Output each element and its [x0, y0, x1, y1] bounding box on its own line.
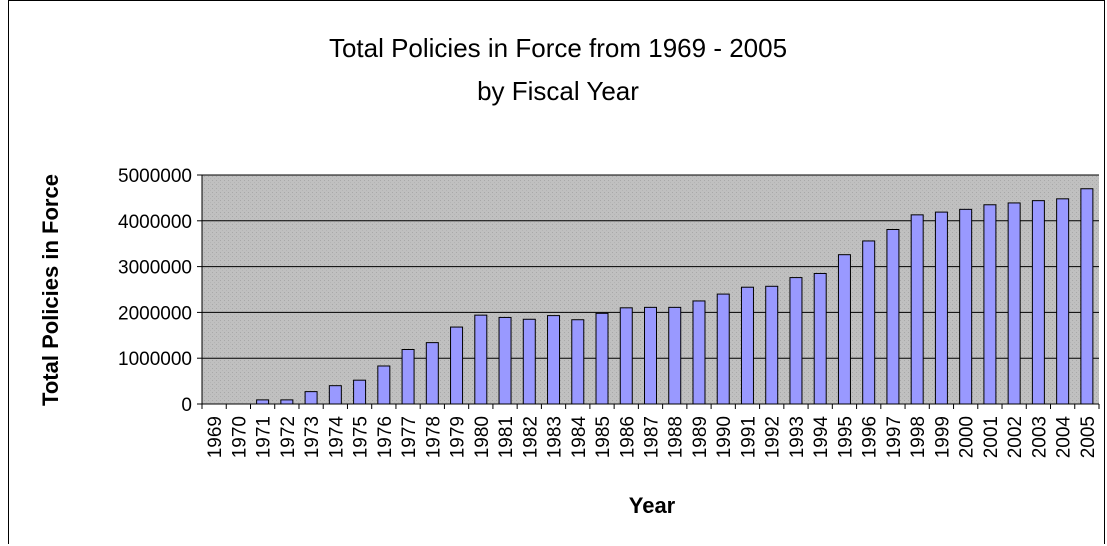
y-axis-ticks: 0 1000000 2000000 3000000 4000000 5000000 [118, 166, 202, 416]
bar-1995 [837, 254, 851, 405]
x-tick-label: 2001 [981, 416, 1002, 458]
x-tick-label: 1998 [908, 416, 929, 458]
bar-1989 [692, 300, 706, 405]
bar-1994 [813, 272, 827, 405]
bar-1987 [644, 306, 657, 405]
bar-1974 [328, 385, 342, 405]
y-axis-title: Total Policies in Force [38, 174, 63, 406]
x-tick-label: 1980 [472, 416, 493, 458]
x-tick-label: 1975 [351, 416, 372, 458]
x-tick-label: 1989 [690, 416, 711, 458]
y-tick-label: 3000000 [118, 258, 192, 279]
x-tick-label: 1986 [617, 416, 638, 458]
x-tick-label: 1983 [545, 416, 566, 458]
x-tick-label: 1991 [738, 416, 759, 458]
x-tick-label: 1994 [811, 416, 832, 459]
bar-1983 [547, 315, 561, 405]
bar-1993 [789, 277, 803, 405]
bar-1971 [256, 399, 270, 405]
x-tick-label: 1990 [714, 416, 735, 458]
x-tick-label: 1988 [666, 416, 687, 458]
bar-1991 [740, 286, 754, 405]
bar-1979 [450, 326, 464, 405]
x-tick-label: 1970 [229, 416, 250, 458]
x-axis-title: Year [629, 493, 676, 518]
x-tick-label: 1978 [423, 416, 444, 458]
x-tick-label: 2002 [1005, 416, 1026, 458]
bar-1978 [425, 342, 439, 405]
bar-1972 [280, 399, 294, 405]
x-tick-label: 1973 [302, 416, 323, 458]
bar-1984 [571, 319, 585, 405]
x-tick-label: 1993 [787, 416, 808, 458]
bar-2002 [1007, 202, 1021, 405]
x-tick-label: 1996 [860, 416, 881, 458]
y-tick-label: 5000000 [118, 166, 192, 187]
bar-1990 [716, 293, 730, 405]
x-tick-label: 1985 [593, 416, 614, 458]
bar-1986 [619, 307, 633, 405]
bar-1992 [765, 285, 779, 405]
x-tick-label: 1981 [496, 416, 517, 458]
x-tick-label: 1984 [569, 416, 590, 459]
bar-1977 [401, 349, 415, 405]
bar-1996 [862, 240, 876, 405]
bar-2000 [959, 208, 973, 405]
chart-title: Total Policies in Force from 1969 - 2005 [329, 33, 787, 63]
y-tick-label: 4000000 [118, 212, 192, 233]
x-tick-label: 1969 [205, 416, 226, 458]
bar-1980 [474, 314, 488, 405]
x-tick-label: 2003 [1029, 416, 1050, 458]
y-tick-label: 0 [181, 395, 192, 416]
bar-2005 [1080, 188, 1094, 405]
bar-1982 [522, 318, 536, 405]
x-tick-label: 2005 [1078, 416, 1099, 458]
chart-subtitle: by Fiscal Year [477, 76, 639, 106]
bar-1988 [668, 306, 682, 405]
x-tick-label: 1977 [399, 416, 420, 458]
x-tick-label: 1995 [835, 416, 856, 458]
x-tick-label: 1982 [520, 416, 541, 458]
x-tick-label: 1976 [375, 416, 396, 458]
bar-1973 [304, 391, 318, 405]
x-tick-label: 1971 [254, 416, 275, 458]
bar-1981 [498, 316, 512, 405]
x-tick-label: 1987 [642, 416, 663, 458]
bar-1975 [353, 379, 367, 405]
bar-1997 [886, 229, 900, 405]
bar-1999 [934, 211, 948, 405]
x-tick-label: 2000 [957, 416, 978, 458]
y-tick-label: 2000000 [118, 303, 192, 324]
chart-frame [8, 0, 1105, 544]
x-tick-label: 1992 [763, 416, 784, 458]
bar-1985 [595, 312, 609, 405]
x-tick-label: 1979 [448, 416, 469, 458]
x-tick-label: 2004 [1054, 416, 1075, 459]
bar-2003 [1031, 200, 1045, 405]
x-tick-label: 1999 [932, 416, 953, 458]
x-tick-label: 1997 [884, 416, 905, 458]
x-tick-label: 1974 [326, 416, 347, 459]
y-tick-label: 1000000 [118, 349, 192, 370]
bar-1998 [910, 214, 924, 405]
bar-series [256, 188, 1094, 405]
x-axis-ticks: 1969 1970 1971 1972 1973 1974 1975 1976 1977 1978… [201, 404, 1100, 459]
bar-1976 [377, 365, 391, 405]
bar-2001 [983, 204, 997, 405]
bar-2004 [1056, 198, 1070, 405]
x-tick-label: 1972 [278, 416, 299, 458]
